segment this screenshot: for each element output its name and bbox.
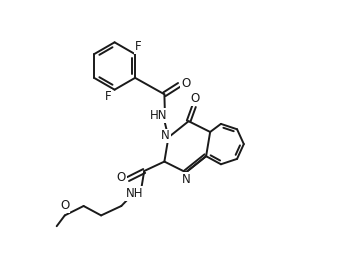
Text: HN: HN — [150, 109, 168, 122]
Text: O: O — [191, 92, 200, 105]
Text: O: O — [117, 171, 126, 184]
Text: F: F — [135, 40, 142, 53]
Text: N: N — [183, 172, 191, 186]
Text: NH: NH — [126, 187, 144, 200]
Text: O: O — [181, 77, 191, 90]
Text: F: F — [104, 90, 111, 103]
Text: O: O — [60, 199, 70, 212]
Text: N: N — [161, 129, 169, 143]
